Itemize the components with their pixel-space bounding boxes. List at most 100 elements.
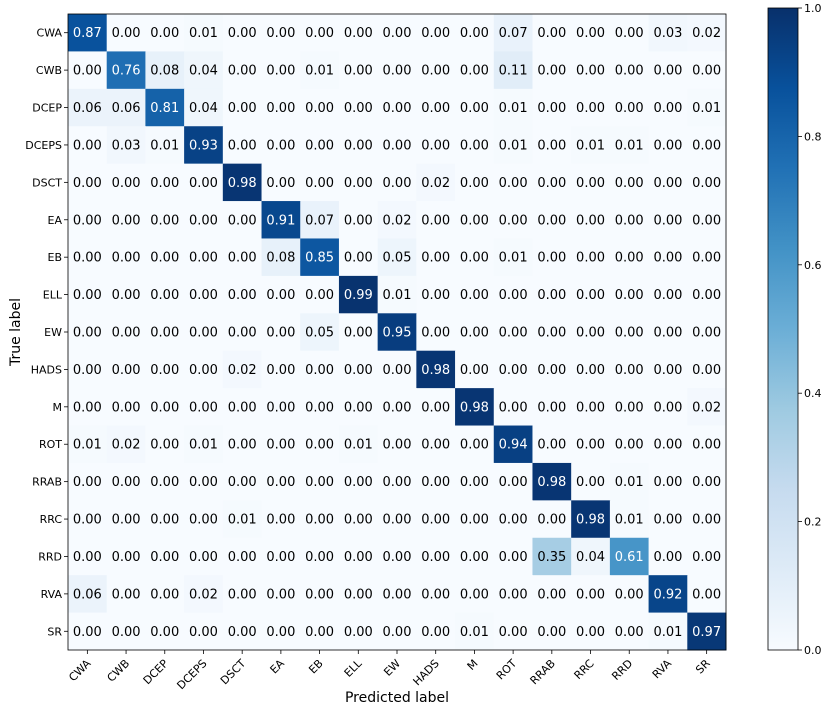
cell-value-label: 0.00 bbox=[460, 288, 489, 303]
heatmap-cell bbox=[222, 612, 263, 651]
heatmap-cell bbox=[184, 51, 224, 90]
cell-value-label: 0.00 bbox=[576, 587, 605, 602]
cell-value-label: 0.00 bbox=[305, 176, 334, 191]
cell-value-label: 0.00 bbox=[460, 176, 489, 191]
x-axis-ticks: CWA CWB DCEP DCEPS DSCT EA EB ELL EW HADS M ROT RRAB… bbox=[66, 650, 713, 692]
cell-value-label: 0.00 bbox=[537, 438, 566, 453]
heatmap-cell bbox=[416, 500, 456, 539]
x-tick-label: EW bbox=[381, 657, 403, 679]
heatmap-cells: 0.87 0.00 0.00 0.01 0.00 0.00 0.00 0.00 0.00 0.00… bbox=[68, 14, 727, 651]
y-tick-label: RRAB bbox=[32, 476, 62, 489]
y-tick-label: HADS bbox=[31, 363, 62, 376]
cell-value-label: 0.01 bbox=[344, 438, 373, 453]
cell-value-label: 0.01 bbox=[189, 26, 218, 41]
colorbar-tick-label: 0.6 bbox=[804, 259, 822, 272]
heatmap-cell bbox=[338, 313, 379, 352]
heatmap-cell bbox=[648, 126, 688, 165]
x-tick-label: DCEPS bbox=[174, 657, 209, 692]
y-tick-label: ELL bbox=[43, 289, 63, 302]
heatmap-cell bbox=[300, 350, 340, 389]
heatmap-cell bbox=[609, 425, 650, 464]
cell-value-label: 0.00 bbox=[537, 363, 566, 378]
heatmap-cell bbox=[145, 425, 185, 464]
heatmap-cell bbox=[571, 51, 611, 90]
heatmap-cell bbox=[300, 51, 340, 90]
cell-value-label: 0.03 bbox=[653, 26, 682, 41]
cell-value-label: 0.00 bbox=[266, 64, 295, 79]
heatmap-cell bbox=[106, 88, 146, 127]
colorbar-ticks: 0.0 0.2 0.4 0.6 0.8 1.0 bbox=[798, 2, 822, 657]
heatmap-cell bbox=[300, 612, 340, 651]
heatmap-cell bbox=[493, 238, 533, 277]
cell-value-label: 0.93 bbox=[189, 138, 218, 153]
y-tick-label: DSCT bbox=[32, 176, 62, 189]
cell-value-label: 0.01 bbox=[73, 438, 102, 453]
cell-value-label: 0.00 bbox=[653, 176, 682, 191]
heatmap-cell bbox=[222, 350, 263, 389]
y-tick-label: RRD bbox=[38, 550, 62, 563]
heatmap-cell bbox=[455, 388, 495, 427]
y-tick-label: EB bbox=[48, 251, 63, 264]
cell-value-label: 0.01 bbox=[499, 138, 528, 153]
heatmap-cell bbox=[609, 88, 650, 127]
heatmap-cell bbox=[571, 575, 611, 614]
cell-value-label: 0.00 bbox=[344, 64, 373, 79]
cell-value-label: 0.00 bbox=[228, 138, 257, 153]
cell-value-label: 0.00 bbox=[615, 400, 644, 415]
heatmap-cell bbox=[68, 350, 108, 389]
cell-value-label: 0.00 bbox=[266, 475, 295, 490]
cell-value-label: 0.00 bbox=[421, 213, 450, 228]
cell-value-label: 0.00 bbox=[305, 513, 334, 528]
heatmap-cell bbox=[571, 88, 611, 127]
heatmap-cell bbox=[68, 201, 108, 239]
heatmap-cell bbox=[416, 14, 456, 52]
heatmap-cell bbox=[493, 462, 533, 501]
heatmap-cell bbox=[493, 350, 533, 389]
cell-value-label: 0.00 bbox=[383, 138, 412, 153]
heatmap-cell bbox=[145, 462, 185, 501]
heatmap-cell bbox=[377, 275, 417, 314]
cell-value-label: 0.00 bbox=[576, 625, 605, 640]
heatmap-cell bbox=[609, 275, 650, 314]
cell-value-label: 0.00 bbox=[189, 288, 218, 303]
cell-value-label: 0.00 bbox=[460, 64, 489, 79]
cell-value-label: 0.00 bbox=[692, 587, 721, 602]
cell-value-label: 0.00 bbox=[499, 326, 528, 341]
heatmap-cell bbox=[455, 462, 495, 501]
cell-value-label: 0.00 bbox=[537, 513, 566, 528]
cell-value-label: 0.94 bbox=[499, 438, 528, 453]
heatmap-cell bbox=[377, 313, 417, 352]
heatmap-cell bbox=[145, 201, 185, 239]
heatmap-cell bbox=[222, 275, 263, 314]
cell-value-label: 0.01 bbox=[576, 138, 605, 153]
heatmap-cell bbox=[68, 238, 108, 277]
cell-value-label: 0.00 bbox=[576, 288, 605, 303]
cell-value-label: 0.00 bbox=[73, 625, 102, 640]
cell-value-label: 0.08 bbox=[266, 251, 295, 266]
cell-value-label: 0.00 bbox=[266, 326, 295, 341]
cell-value-label: 0.00 bbox=[615, 326, 644, 341]
heatmap-cell bbox=[455, 350, 495, 389]
cell-value-label: 0.00 bbox=[576, 26, 605, 41]
heatmap-cell bbox=[687, 537, 727, 576]
cell-value-label: 0.00 bbox=[344, 550, 373, 565]
cell-value-label: 0.00 bbox=[266, 625, 295, 640]
cell-value-label: 0.00 bbox=[228, 288, 257, 303]
x-axis-label: Predicted label bbox=[345, 690, 449, 706]
cell-value-label: 0.00 bbox=[615, 625, 644, 640]
heatmap-cell bbox=[377, 14, 417, 52]
heatmap-cell bbox=[493, 612, 533, 651]
y-tick-label: RRC bbox=[40, 513, 63, 526]
heatmap-cell bbox=[338, 350, 379, 389]
heatmap-cell bbox=[648, 388, 688, 427]
cell-value-label: 0.00 bbox=[305, 363, 334, 378]
heatmap-cell bbox=[455, 163, 495, 202]
heatmap-cell bbox=[145, 350, 185, 389]
cell-value-label: 0.00 bbox=[73, 64, 102, 79]
heatmap-cell bbox=[261, 275, 301, 314]
heatmap-cell bbox=[261, 238, 301, 277]
heatmap-cell bbox=[687, 126, 727, 165]
cell-value-label: 0.01 bbox=[460, 625, 489, 640]
colorbar-tick-label: 1.0 bbox=[804, 2, 822, 15]
cell-value-label: 0.00 bbox=[266, 138, 295, 153]
